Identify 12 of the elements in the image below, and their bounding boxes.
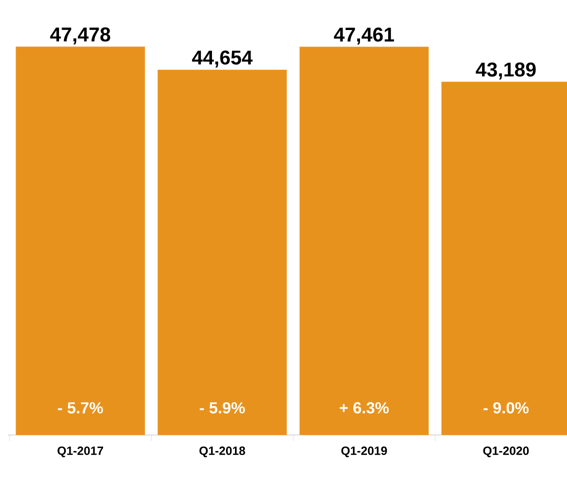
- data-label: 43,189: [476, 62, 536, 80]
- annotation: - 9.0%: [484, 402, 529, 414]
- x-tick-label: Q1-2018: [199, 446, 246, 458]
- data-label: 47,478: [50, 27, 110, 44]
- x-tick-label: Q1-2019: [341, 446, 387, 458]
- x-tick-label: Q1-2017: [58, 446, 104, 458]
- x-tick-label: Q1-2020: [483, 446, 529, 458]
- annotation: + 6.3%: [340, 402, 389, 414]
- data-label: 44,654: [192, 50, 253, 68]
- data-label: 47,461: [334, 28, 394, 45]
- annotation: - 5.9%: [200, 402, 245, 414]
- annotation: - 5.7%: [58, 402, 103, 414]
